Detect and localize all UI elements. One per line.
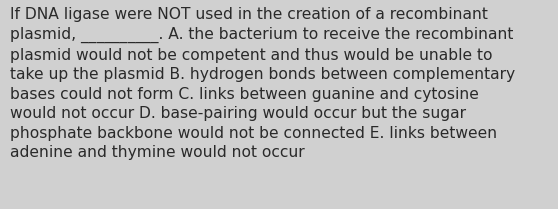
Text: If DNA ligase were NOT used in the creation of a recombinant
plasmid, __________: If DNA ligase were NOT used in the creat…: [10, 7, 515, 161]
